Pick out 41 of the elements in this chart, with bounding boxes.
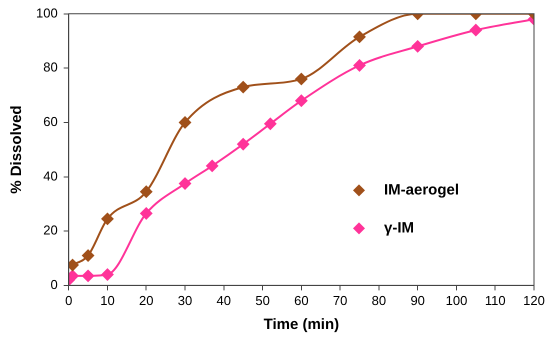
- legend-label: γ-IM: [384, 220, 414, 237]
- point: [82, 250, 94, 262]
- point: [412, 40, 424, 52]
- point: [179, 178, 192, 190]
- x-tick-label: 50: [255, 292, 270, 308]
- y-tick-label: 80: [43, 60, 58, 75]
- y-tick-label: 100: [36, 5, 58, 20]
- point: [264, 118, 276, 130]
- x-tick-label: 120: [523, 292, 545, 308]
- x-tick-label: 30: [178, 292, 192, 308]
- y-tick-label: 40: [43, 168, 58, 184]
- y-axis-title: % Dissolved: [8, 105, 26, 194]
- x-tick-label: 70: [332, 292, 348, 308]
- x-tick-label: 90: [410, 292, 425, 308]
- point: [206, 160, 218, 172]
- x-tick-label: 0: [65, 292, 72, 308]
- point: [470, 24, 482, 36]
- point: [295, 72, 308, 85]
- x-tick-label: 20: [139, 292, 154, 308]
- x-tick-label: 60: [294, 292, 309, 308]
- y-tick-label: 60: [43, 114, 58, 130]
- y-tick-label: 0: [50, 276, 58, 292]
- x-tick-label: 110: [484, 292, 506, 308]
- point: [140, 207, 152, 220]
- x-axis-title: Time (min): [264, 316, 340, 334]
- point: [82, 270, 94, 282]
- point: [237, 81, 250, 94]
- point: [295, 94, 308, 107]
- x-tick-label: 40: [216, 292, 232, 308]
- x-tick-label: 80: [372, 292, 386, 308]
- point: [101, 212, 114, 225]
- point: [179, 116, 192, 128]
- y-tick-label: 20: [43, 222, 58, 238]
- x-tick-label: 10: [100, 292, 115, 308]
- point: [101, 268, 114, 281]
- point: [140, 186, 152, 198]
- legend-label: IM-aerogel: [384, 182, 460, 199]
- point: [354, 59, 366, 72]
- point: [354, 30, 366, 43]
- point: [237, 138, 250, 150]
- x-tick-label: 100: [446, 292, 468, 308]
